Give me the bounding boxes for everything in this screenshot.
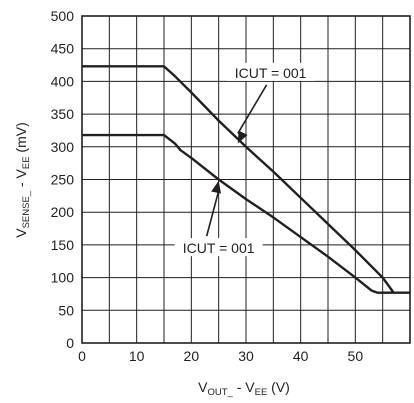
annotation-arrow-head — [211, 180, 222, 194]
annotation-label-2: ICUT = 001 — [183, 240, 255, 256]
annotation-bg — [226, 62, 315, 81]
x-tick-label: 0 — [78, 348, 86, 364]
y-tick-label: 50 — [58, 302, 74, 318]
y-tick-label: 500 — [51, 8, 75, 24]
annotation-arrow-shaft — [237, 84, 268, 134]
y-axis-label: VSENSE_ - VEE (mV) — [13, 122, 32, 238]
plot-frame — [81, 15, 411, 344]
y-tick-label: 150 — [51, 237, 75, 253]
annotation-bg — [174, 238, 263, 257]
y-tick-label: 450 — [51, 41, 75, 57]
y-tick-labels: 0 50 100 150 200 250 300 350 400 450 500 — [51, 8, 75, 351]
x-tick-label: 50 — [348, 348, 364, 364]
y-tick-label: 300 — [51, 139, 75, 155]
x-tick-labels: 0 10 20 30 40 50 — [78, 348, 363, 364]
annotation-label-1: ICUT = 001 — [235, 65, 307, 81]
annotation-arrow-shaft — [205, 190, 220, 237]
x-tick-label: 20 — [184, 348, 200, 364]
y-tick-label: 250 — [51, 172, 75, 188]
y-tick-label: 400 — [51, 73, 75, 89]
y-tick-label: 100 — [51, 270, 75, 286]
y-tick-label: 350 — [51, 106, 75, 122]
annotations: ICUT = 001 ICUT = 001 — [174, 62, 315, 257]
series-lines — [82, 65, 410, 294]
x-axis-label: VOUT_ - VEE (V) — [198, 379, 290, 398]
annotation-arrow-head — [237, 130, 248, 144]
y-tick-label: 0 — [66, 335, 74, 351]
series-line-1 — [82, 65, 395, 294]
x-tick-label: 30 — [238, 348, 254, 364]
x-tick-label: 40 — [293, 348, 309, 364]
series-line-2 — [82, 133, 410, 294]
y-tick-label: 200 — [51, 204, 75, 220]
x-tick-label: 10 — [129, 348, 145, 364]
